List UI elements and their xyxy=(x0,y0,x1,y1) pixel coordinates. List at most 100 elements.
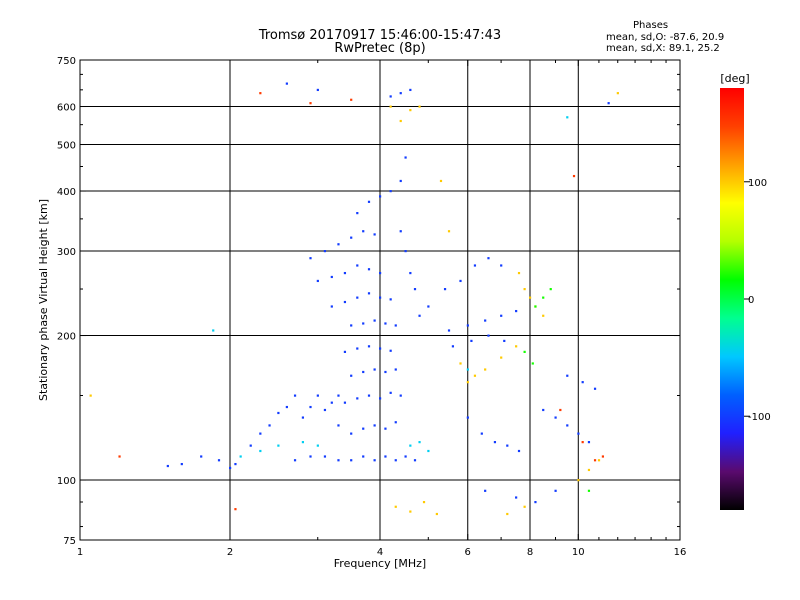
x-tick-label: 6 xyxy=(465,547,471,558)
data-point xyxy=(484,368,487,371)
data-point xyxy=(554,489,557,492)
data-point xyxy=(466,368,469,371)
y-axis-label: Stationary phase Virtual Height [km] xyxy=(37,199,50,401)
data-point xyxy=(367,292,371,295)
data-point xyxy=(515,345,518,348)
data-point xyxy=(517,271,521,275)
data-point xyxy=(593,459,597,462)
x-tick-label: 8 xyxy=(527,547,533,558)
data-point xyxy=(259,449,262,453)
data-point xyxy=(293,394,297,397)
data-point xyxy=(362,322,365,325)
data-point xyxy=(470,339,473,343)
data-point xyxy=(542,314,545,317)
data-point xyxy=(316,88,319,92)
data-point xyxy=(384,370,387,374)
data-point xyxy=(259,432,262,435)
y-tick-label: 750 xyxy=(57,56,76,67)
data-point xyxy=(337,459,340,462)
data-point xyxy=(581,441,584,444)
data-point xyxy=(399,92,402,95)
data-point xyxy=(593,387,597,390)
data-point xyxy=(330,305,333,308)
data-point xyxy=(480,432,483,435)
data-point xyxy=(277,444,280,447)
data-point xyxy=(301,441,305,444)
data-point xyxy=(404,156,407,159)
data-point xyxy=(384,427,387,430)
data-point xyxy=(367,345,371,348)
data-point xyxy=(309,405,312,409)
data-point xyxy=(427,305,430,308)
data-point xyxy=(503,339,506,343)
data-point xyxy=(309,257,312,260)
data-point xyxy=(394,421,397,424)
data-point xyxy=(500,264,503,267)
y-tick-label: 100 xyxy=(57,476,76,487)
axis-ticks: 1 2 4 6 8 10 16 75 100 200 300 400 500 600 750 xyxy=(57,56,686,558)
data-point xyxy=(259,92,262,95)
data-point xyxy=(587,441,591,444)
data-point xyxy=(447,230,451,233)
grid-lines xyxy=(80,60,680,540)
data-point xyxy=(323,455,327,458)
data-point xyxy=(180,462,183,466)
data-point xyxy=(542,408,545,412)
data-point xyxy=(399,179,402,183)
data-point xyxy=(399,394,402,397)
data-point xyxy=(466,324,469,327)
data-point xyxy=(427,449,430,453)
data-point xyxy=(500,314,503,317)
data-point xyxy=(418,441,421,444)
data-point xyxy=(473,264,477,267)
data-point xyxy=(435,512,438,516)
data-point xyxy=(362,427,365,430)
data-point xyxy=(212,329,215,332)
y-tick-label: 75 xyxy=(63,536,76,547)
data-point xyxy=(487,257,490,260)
x-tick-label: 4 xyxy=(377,547,383,558)
data-point xyxy=(517,449,521,453)
colorbar-label: [deg] xyxy=(720,72,749,85)
data-point xyxy=(506,512,509,516)
data-point xyxy=(373,319,376,322)
data-point xyxy=(309,455,312,458)
data-point xyxy=(356,397,359,400)
y-tick-label: 400 xyxy=(57,187,76,198)
data-point xyxy=(362,370,365,374)
colorbar xyxy=(720,88,744,510)
data-point xyxy=(249,444,252,447)
data-point xyxy=(389,391,392,394)
data-point xyxy=(466,416,469,419)
data-point xyxy=(350,432,353,435)
data-point xyxy=(394,505,397,508)
data-point xyxy=(409,271,412,275)
colorbar-ticks: 100 0 -100 xyxy=(744,178,771,423)
data-point xyxy=(350,324,353,327)
data-point xyxy=(316,444,319,447)
x-tick-label: 16 xyxy=(674,547,687,558)
data-point xyxy=(89,394,92,397)
data-point xyxy=(566,116,569,119)
data-point xyxy=(356,296,359,299)
data-point xyxy=(118,455,121,458)
data-point xyxy=(285,405,288,409)
data-point xyxy=(554,416,557,419)
data-point xyxy=(542,296,545,299)
data-point xyxy=(350,98,353,101)
data-point xyxy=(343,271,347,275)
data-point xyxy=(473,374,477,377)
data-point xyxy=(373,233,376,236)
data-point xyxy=(587,489,591,492)
data-point xyxy=(379,271,382,275)
data-point xyxy=(506,444,509,447)
data-point xyxy=(367,268,371,271)
x-tick-label: 10 xyxy=(572,547,585,558)
data-point xyxy=(389,190,392,193)
colorbar-tick-label: 100 xyxy=(748,178,767,189)
data-point xyxy=(581,381,584,384)
data-point xyxy=(577,479,580,482)
data-point xyxy=(484,319,487,322)
chart-title: Tromsø 20170917 15:46:00-15:47:43 xyxy=(258,28,502,43)
